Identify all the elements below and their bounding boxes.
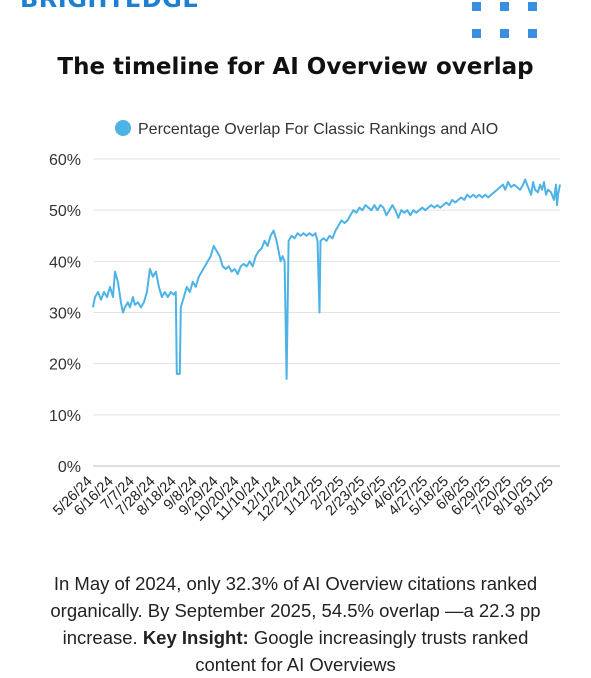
caption-text-end: Google increasingly trusts ranked conten…	[195, 627, 529, 675]
caption: In May of 2024, only 32.3% of AI Overvie…	[30, 570, 561, 678]
y-tick-label: 50%	[49, 203, 81, 220]
y-tick-label: 20%	[49, 357, 81, 374]
y-tick-label: 30%	[49, 306, 81, 323]
dot-grid-icon	[472, 2, 542, 42]
series-line	[92, 178, 561, 380]
x-axis: 5/26/246/16/247/7/247/28/248/18/249/8/24…	[50, 474, 557, 525]
chart-title: The timeline for AI Overview overlap	[57, 54, 534, 80]
brand-logo: BRIGHTEDGE	[20, 0, 199, 11]
caption-text: In May of 2024, only 32.3% of AI Overvie…	[50, 573, 541, 648]
key-insight-label: Key Insight:	[142, 627, 249, 648]
y-axis: 0% 10% 20% 30% 40% 50% 60%	[49, 152, 81, 476]
y-tick-label: 40%	[49, 254, 81, 271]
line-chart: Percentage Overlap For Classic Rankings …	[49, 120, 561, 525]
chart-legend: Percentage Overlap For Classic Rankings …	[115, 120, 498, 138]
legend-label: Percentage Overlap For Classic Rankings …	[138, 121, 498, 138]
chart-grid	[93, 158, 560, 467]
legend-swatch	[115, 120, 131, 136]
y-tick-label: 0%	[58, 459, 81, 476]
y-tick-label: 60%	[49, 152, 81, 169]
y-tick-label: 10%	[49, 408, 81, 425]
